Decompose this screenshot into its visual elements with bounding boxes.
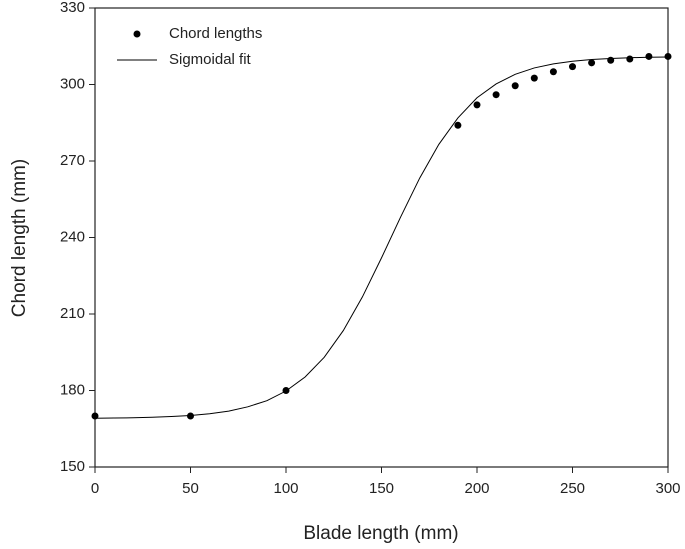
data-point <box>91 412 99 420</box>
x-tick-label: 0 <box>91 480 99 497</box>
x-tick-label: 300 <box>655 480 680 497</box>
x-tick-label: 100 <box>273 480 298 497</box>
legend-label: Sigmoidal fit <box>169 51 252 68</box>
data-point <box>187 412 194 420</box>
x-tick-label: 200 <box>464 480 489 497</box>
data-point <box>454 121 462 129</box>
legend-label: Chord lengths <box>169 25 262 42</box>
x-axis-label: Blade length (mm) <box>303 523 458 544</box>
x-tick-label: 250 <box>560 480 585 497</box>
data-point <box>626 55 634 63</box>
legend-marker <box>133 30 141 38</box>
data-point <box>607 56 615 64</box>
x-tick-label: 150 <box>369 480 394 497</box>
y-tick-label: 180 <box>60 381 85 398</box>
data-point <box>473 101 481 109</box>
data-point <box>530 74 538 82</box>
data-point <box>664 52 672 60</box>
y-tick-label: 330 <box>60 0 85 16</box>
data-point <box>511 82 519 90</box>
plot-frame <box>94 7 669 468</box>
data-point <box>645 52 653 60</box>
y-axis-label: Chord length (mm) <box>9 159 30 317</box>
fit-line <box>94 56 669 419</box>
x-tick-label: 50 <box>182 480 199 497</box>
y-tick-label: 210 <box>60 305 85 322</box>
data-point <box>492 91 500 99</box>
data-point <box>588 59 596 67</box>
y-tick-label: 300 <box>60 75 85 92</box>
y-tick-label: 270 <box>60 152 85 169</box>
data-point <box>569 63 576 71</box>
y-tick-label: 150 <box>60 458 85 475</box>
data-point <box>549 68 557 76</box>
y-tick-label: 240 <box>60 228 85 245</box>
